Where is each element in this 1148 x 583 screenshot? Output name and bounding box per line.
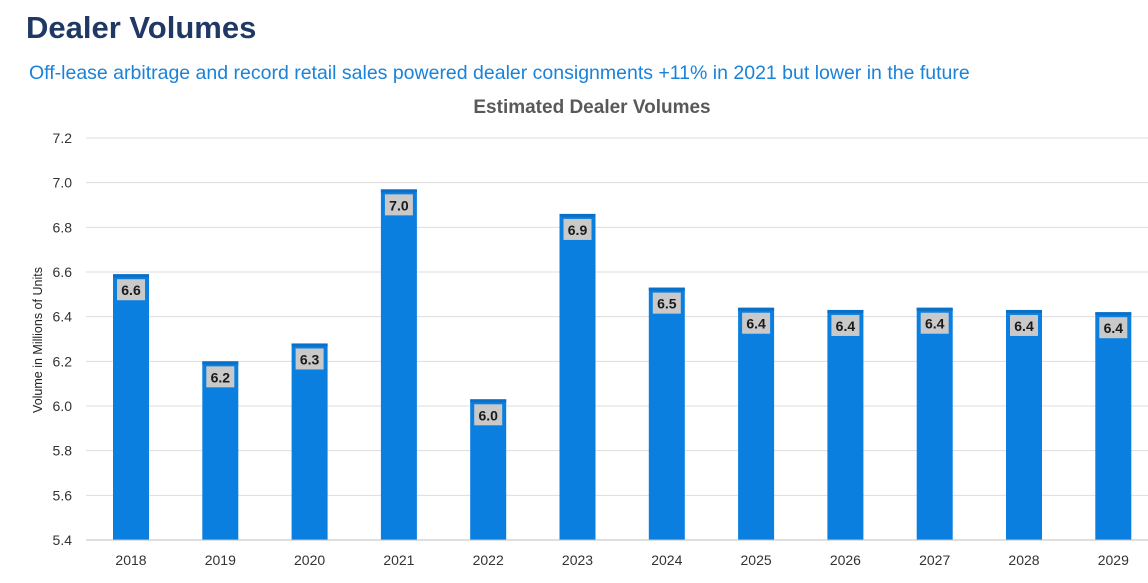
x-axis-ticks: 2018 2019 2020 2021 2022 2023 2024 2025 2026 2027… xyxy=(115,552,1129,568)
data-label-box xyxy=(474,404,503,426)
x-tick-label: 2021 xyxy=(383,552,414,568)
bar-cap xyxy=(202,361,239,365)
data-label: 6.4 xyxy=(1014,318,1034,334)
data-label-box xyxy=(563,218,592,240)
bar-2029 xyxy=(1095,312,1132,540)
data-label-box xyxy=(920,312,949,334)
bar-cap xyxy=(916,307,953,311)
data-label: 6.9 xyxy=(568,222,588,238)
bar-cap xyxy=(648,287,685,291)
y-tick-label: 6.0 xyxy=(53,398,73,414)
y-tick-label: 6.2 xyxy=(53,353,73,369)
bar-cap xyxy=(470,399,507,403)
data-label: 7.0 xyxy=(389,197,409,213)
data-label-box xyxy=(117,279,145,301)
bar-cap xyxy=(559,213,596,217)
page-subtitle: Off-lease arbitrage and record retail sa… xyxy=(29,62,970,84)
bar-2025 xyxy=(738,307,775,540)
data-label: 6.4 xyxy=(836,318,856,334)
bar-cap xyxy=(738,307,775,311)
bar-2019 xyxy=(202,361,239,540)
y-tick-label: 6.6 xyxy=(53,264,73,280)
bar-2020 xyxy=(291,343,328,540)
data-label-box xyxy=(295,348,324,370)
x-tick-label: 2028 xyxy=(1008,552,1039,568)
data-label-box xyxy=(831,314,860,336)
bar-2024 xyxy=(648,287,685,540)
bar-cap xyxy=(1095,312,1132,316)
x-tick-label: 2026 xyxy=(830,552,861,568)
bar-2021 xyxy=(380,189,417,540)
data-label-box xyxy=(652,292,681,314)
y-tick-label: 6.8 xyxy=(53,219,73,235)
data-label: 6.3 xyxy=(300,351,320,367)
y-tick-label: 7.0 xyxy=(53,175,73,191)
data-label-box xyxy=(384,194,413,216)
x-tick-label: 2027 xyxy=(919,552,950,568)
gridlines xyxy=(86,137,1148,541)
y-tick-label: 5.4 xyxy=(53,532,73,548)
data-label-box xyxy=(206,366,235,388)
bar-cap xyxy=(380,189,417,193)
data-label: 6.5 xyxy=(657,296,677,312)
data-label: 6.4 xyxy=(925,316,945,332)
data-label: 6.4 xyxy=(746,316,766,332)
bar-cap xyxy=(827,309,864,313)
x-tick-label: 2025 xyxy=(741,552,772,568)
bars: 6.6 6.2 6.3 7.0 6.0 6.9 6.5 6.4 6.4 6.4 6.4 6.4 xyxy=(113,189,1132,540)
x-tick-label: 2018 xyxy=(115,552,146,568)
bar-cap xyxy=(1006,309,1042,313)
data-label: 6.4 xyxy=(1104,320,1124,336)
bar-cap xyxy=(291,343,328,347)
chart-title: Estimated Dealer Volumes xyxy=(473,97,711,118)
y-axis-label: Volume in Millions of Units xyxy=(31,267,45,413)
y-tick-label: 7.2 xyxy=(53,130,73,146)
bar-cap xyxy=(113,274,149,278)
bar-2028 xyxy=(1006,309,1042,540)
bar-2026 xyxy=(827,309,864,540)
data-label-box xyxy=(1010,314,1038,336)
x-tick-label: 2019 xyxy=(205,552,236,568)
data-label: 6.2 xyxy=(211,369,231,385)
data-label-box xyxy=(742,312,771,334)
page-title: Dealer Volumes xyxy=(26,10,257,45)
data-label-box xyxy=(1099,317,1128,339)
y-tick-label: 5.6 xyxy=(53,487,73,503)
bar-2023 xyxy=(559,213,596,540)
bar-2027 xyxy=(916,307,953,540)
y-axis-ticks: 5.4 5.6 5.8 6.0 6.2 6.4 6.6 6.8 7.0 7.2 xyxy=(53,130,73,548)
x-tick-label: 2023 xyxy=(562,552,593,568)
x-tick-label: 2024 xyxy=(651,552,682,568)
y-tick-label: 5.8 xyxy=(53,443,73,459)
x-tick-label: 2022 xyxy=(473,552,504,568)
y-tick-label: 6.4 xyxy=(53,309,73,325)
data-label: 6.0 xyxy=(478,407,498,423)
x-tick-label: 2020 xyxy=(294,552,325,568)
x-tick-label: 2029 xyxy=(1098,552,1129,568)
bar-2018 xyxy=(113,274,149,540)
data-label: 6.6 xyxy=(121,282,141,298)
